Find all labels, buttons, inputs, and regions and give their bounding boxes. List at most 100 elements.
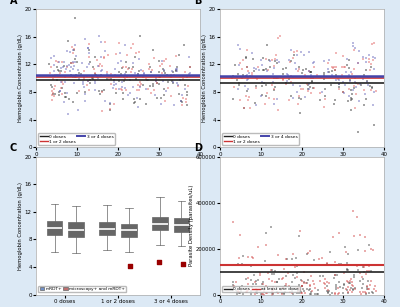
Point	[62, 94, 69, 99]
Point	[281, 290, 287, 295]
Point	[70, 47, 77, 52]
Point	[64, 90, 70, 95]
Point	[324, 284, 330, 289]
Point	[136, 34, 143, 39]
Point	[72, 56, 78, 61]
Point	[322, 93, 328, 98]
Point	[84, 65, 90, 70]
Point	[354, 264, 361, 269]
Point	[350, 284, 356, 289]
Point	[59, 91, 65, 96]
Point	[73, 72, 80, 77]
Point	[136, 80, 143, 84]
Point	[350, 274, 357, 279]
Point	[306, 87, 312, 91]
Point	[358, 292, 364, 297]
Point	[290, 291, 297, 296]
Point	[323, 280, 330, 285]
Point	[68, 61, 74, 66]
Point	[363, 56, 369, 60]
Point	[364, 285, 370, 290]
Point	[310, 279, 316, 284]
Point	[352, 45, 358, 50]
Point	[65, 112, 72, 117]
Point	[353, 80, 360, 85]
Point	[102, 48, 108, 53]
Point	[58, 69, 64, 74]
Point	[364, 283, 370, 288]
Point	[123, 65, 129, 70]
Point	[181, 87, 188, 92]
Point	[54, 77, 60, 82]
Point	[364, 75, 371, 80]
Point	[152, 79, 159, 84]
Point	[117, 51, 123, 56]
Point	[336, 82, 343, 87]
Point	[336, 82, 342, 87]
Point	[308, 78, 315, 83]
Point	[242, 74, 249, 79]
Point	[96, 91, 103, 96]
Point	[98, 72, 104, 77]
Point	[360, 264, 367, 269]
Point	[333, 77, 339, 82]
Point	[122, 43, 128, 48]
Point	[166, 63, 173, 68]
Point	[148, 90, 154, 95]
Point	[372, 283, 378, 288]
Point	[334, 273, 340, 278]
Point	[271, 87, 278, 92]
Legend: mRDT+, microscopy+ and mRDT+: mRDT+, microscopy+ and mRDT+	[38, 286, 126, 293]
Point	[132, 55, 139, 60]
Point	[300, 67, 306, 72]
Point	[234, 290, 240, 295]
Point	[345, 75, 352, 80]
Point	[244, 48, 250, 52]
Point	[370, 66, 377, 71]
Point	[238, 76, 245, 80]
Point	[324, 261, 330, 266]
Point	[316, 278, 323, 283]
Point	[344, 268, 351, 273]
Point	[101, 88, 107, 93]
Point	[248, 278, 254, 283]
Point	[240, 58, 246, 63]
Point	[339, 65, 345, 70]
Point	[306, 284, 313, 289]
Point	[318, 75, 324, 80]
Point	[145, 78, 151, 83]
Point	[333, 285, 339, 290]
Point	[245, 68, 252, 73]
Point	[244, 64, 250, 69]
Point	[237, 290, 244, 295]
Point	[186, 55, 192, 60]
Point	[355, 61, 362, 66]
Point	[274, 280, 280, 285]
Point	[280, 76, 287, 81]
Point	[351, 84, 357, 88]
Point	[113, 91, 119, 96]
Point	[55, 59, 62, 64]
Point	[60, 65, 66, 70]
Point	[319, 90, 325, 95]
Point	[174, 68, 180, 73]
Point	[352, 286, 358, 291]
Point	[183, 100, 190, 105]
Point	[348, 98, 354, 103]
Point	[364, 286, 371, 291]
Point	[366, 68, 373, 72]
Point	[68, 45, 75, 49]
Point	[164, 72, 170, 77]
Point	[347, 78, 353, 83]
Point	[360, 72, 367, 77]
Point	[235, 288, 241, 293]
Point	[344, 287, 350, 292]
Point	[72, 16, 78, 21]
Point	[372, 288, 379, 293]
Point	[91, 66, 97, 71]
Point	[81, 75, 87, 80]
Point	[325, 290, 332, 294]
Point	[366, 60, 372, 64]
Y-axis label: Parasite Density (parasites/uL): Parasite Density (parasites/uL)	[189, 185, 194, 266]
Point	[144, 78, 150, 83]
